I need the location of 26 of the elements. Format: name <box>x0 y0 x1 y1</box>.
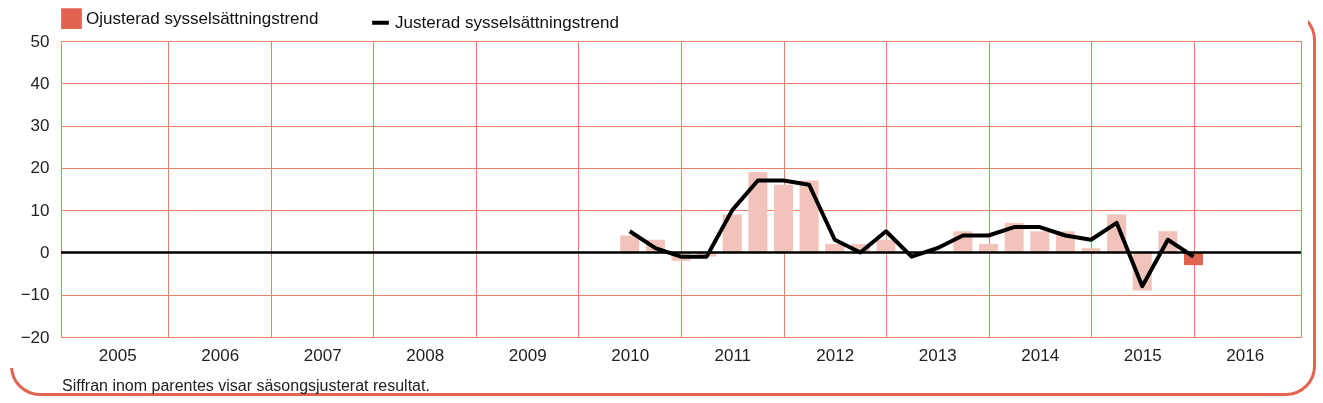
y-tick-label: 30 <box>30 116 50 136</box>
x-tick-label: 2007 <box>303 345 342 365</box>
y-tick-label: −20 <box>20 327 50 347</box>
y-tick-label: 0 <box>40 242 50 262</box>
bar <box>748 172 768 253</box>
x-tick-label: 2010 <box>611 345 650 365</box>
x-tick-label: 2012 <box>816 345 855 365</box>
x-tick-label: 2005 <box>98 345 137 365</box>
x-tick-label: 2006 <box>201 345 240 365</box>
legend-label: Justerad sysselsättningstrend <box>395 12 619 32</box>
y-tick-label: −10 <box>20 285 50 305</box>
y-tick-label: 40 <box>30 73 50 93</box>
y-tick-label: 10 <box>30 200 50 220</box>
x-tick-label: 2015 <box>1123 345 1162 365</box>
legend-label: Ojusterad sysselsättningstrend <box>86 8 319 28</box>
bar <box>774 184 793 253</box>
text: Siffran inom parentes visar säsongsjusterat resultat. <box>62 377 430 395</box>
x-tick-label: 2009 <box>508 345 547 365</box>
x-tick-label: 2011 <box>714 345 752 365</box>
x-tick-label: 2008 <box>406 345 445 365</box>
x-tick-label: 2016 <box>1226 345 1265 365</box>
x-tick-label: 2013 <box>918 345 957 365</box>
y-tick-label: 20 <box>30 158 50 178</box>
bar <box>1030 231 1050 253</box>
x-tick-label: 2014 <box>1021 345 1060 365</box>
y-tick-label: 50 <box>30 31 50 51</box>
